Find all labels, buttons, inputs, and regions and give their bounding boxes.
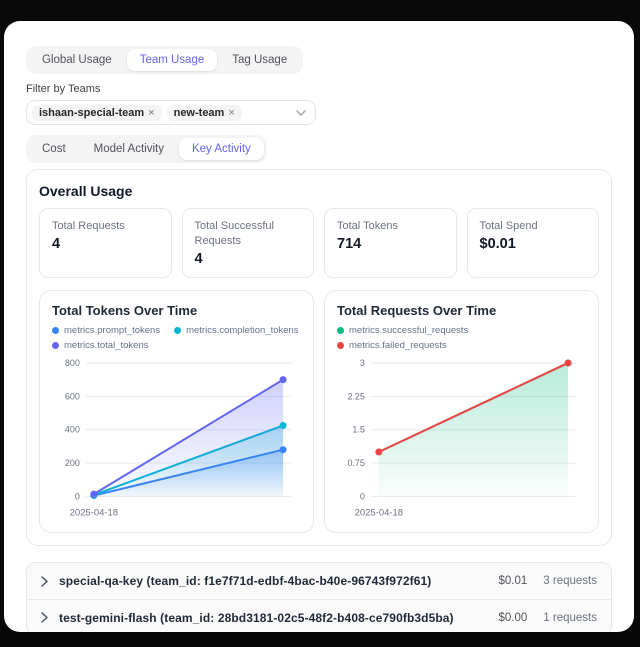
usage-dashboard-card: Global Usage Team Usage Tag Usage Filter… bbox=[4, 21, 634, 632]
chevron-right-icon[interactable] bbox=[41, 612, 48, 623]
overall-usage-panel: Overall Usage Total Requests 4 Total Suc… bbox=[26, 169, 612, 546]
tab-tag-usage[interactable]: Tag Usage bbox=[232, 54, 288, 66]
svg-text:2.25: 2.25 bbox=[347, 391, 364, 401]
legend-item: metrics.prompt_tokens bbox=[52, 325, 160, 336]
tokens-line-chart: 0 200 400 600 800 2025-04-18 bbox=[65, 358, 292, 518]
legend-item: metrics.successful_requests bbox=[337, 325, 468, 336]
tab-key-activity[interactable]: Key Activity bbox=[178, 138, 264, 160]
team-chip: new-team × bbox=[166, 104, 242, 121]
close-icon[interactable]: × bbox=[228, 106, 235, 119]
requests-over-time-chart-card: Total Requests Over Time metrics.success… bbox=[324, 289, 599, 533]
legend-label: metrics.failed_requests bbox=[349, 339, 447, 351]
series-dot-icon bbox=[52, 326, 59, 334]
legend-label: metrics.completion_tokens bbox=[186, 324, 299, 336]
stat-label: Total Requests bbox=[52, 220, 125, 232]
chevron-down-icon[interactable] bbox=[296, 109, 306, 116]
svg-text:600: 600 bbox=[65, 391, 80, 401]
requests-line-chart: 0 0.75 1.5 2.25 3 2025-04-18 bbox=[347, 358, 577, 518]
svg-text:400: 400 bbox=[65, 424, 80, 434]
legend-label: metrics.successful_requests bbox=[349, 324, 469, 336]
stat-value: 4 bbox=[194, 250, 203, 267]
key-spend: $0.00 bbox=[498, 611, 528, 624]
svg-text:2025-04-18: 2025-04-18 bbox=[355, 507, 403, 518]
tab-team-usage[interactable]: Team Usage bbox=[126, 49, 218, 71]
stat-total-requests: Total Requests 4 bbox=[39, 208, 172, 278]
legend-item: metrics.completion_tokens bbox=[174, 324, 299, 336]
key-row-test-gemini-flash[interactable]: test-gemini-flash (team_id: 28bd3181-02c… bbox=[27, 599, 611, 632]
key-label: test-gemini-flash (team_id: 28bd3181-02c… bbox=[59, 610, 454, 625]
chart-title: Total Requests Over Time bbox=[337, 302, 497, 318]
stat-value: 714 bbox=[337, 235, 362, 252]
tokens-over-time-chart-card: Total Tokens Over Time metrics.prompt_to… bbox=[39, 289, 314, 533]
charts-row: Total Tokens Over Time metrics.prompt_to… bbox=[39, 289, 599, 533]
stat-label: Total Successful Requests bbox=[194, 220, 274, 247]
key-spend: $0.01 bbox=[498, 575, 528, 587]
chart-legend: metrics.successful_requests metrics.fail… bbox=[337, 325, 588, 351]
svg-text:0: 0 bbox=[360, 491, 365, 501]
team-chip-label: ishaan-special-team bbox=[39, 106, 145, 119]
series-dot-icon bbox=[174, 326, 182, 334]
key-request-count: 3 requests bbox=[543, 575, 597, 587]
team-chip-label: new-team bbox=[173, 106, 225, 119]
activity-tabs: Cost Model Activity Key Activity bbox=[26, 135, 267, 163]
tab-global-usage[interactable]: Global Usage bbox=[42, 54, 112, 66]
stat-label: Total Spend bbox=[479, 220, 538, 232]
stat-value: 4 bbox=[52, 235, 61, 252]
svg-text:2025-04-18: 2025-04-18 bbox=[70, 507, 118, 518]
series-dot-icon bbox=[52, 341, 59, 349]
key-label: special-qa-key (team_id: f1e7f71d-edbf-4… bbox=[59, 574, 432, 588]
stat-total-tokens: Total Tokens 714 bbox=[324, 208, 457, 278]
stat-label: Total Tokens bbox=[337, 220, 398, 232]
svg-text:200: 200 bbox=[65, 458, 80, 468]
team-chip: ishaan-special-team × bbox=[32, 104, 162, 121]
series-dot-icon bbox=[337, 341, 344, 349]
chevron-right-icon[interactable] bbox=[41, 575, 48, 587]
svg-text:800: 800 bbox=[65, 358, 80, 368]
usage-scope-tabs: Global Usage Team Usage Tag Usage bbox=[26, 46, 304, 74]
keys-accordion-list: special-qa-key (team_id: f1e7f71d-edbf-4… bbox=[26, 562, 612, 632]
close-icon[interactable]: × bbox=[148, 106, 155, 119]
legend-item: metrics.failed_requests bbox=[337, 340, 447, 351]
svg-text:3: 3 bbox=[360, 358, 365, 368]
tab-cost[interactable]: Cost bbox=[42, 143, 66, 155]
svg-text:0: 0 bbox=[75, 491, 80, 501]
series-dot-icon bbox=[337, 326, 344, 334]
stat-value: $0.01 bbox=[479, 235, 516, 252]
chart-legend: metrics.prompt_tokens metrics.completion… bbox=[52, 325, 303, 351]
stat-total-spend: Total Spend $0.01 bbox=[466, 208, 599, 278]
legend-label: metrics.prompt_tokens bbox=[64, 324, 161, 336]
tab-model-activity[interactable]: Model Activity bbox=[93, 143, 164, 155]
legend-label: metrics.total_tokens bbox=[64, 339, 149, 351]
team-filter-select[interactable]: ishaan-special-team × new-team × bbox=[26, 100, 316, 125]
svg-text:1.5: 1.5 bbox=[352, 424, 364, 434]
svg-text:0.75: 0.75 bbox=[347, 458, 364, 468]
key-row-special-qa-key[interactable]: special-qa-key (team_id: f1e7f71d-edbf-4… bbox=[27, 563, 611, 599]
page-title: Overall Usage bbox=[39, 183, 133, 199]
stats-row: Total Requests 4 Total Successful Reques… bbox=[39, 208, 599, 278]
stat-total-successful-requests: Total Successful Requests 4 bbox=[181, 208, 314, 278]
legend-item: metrics.total_tokens bbox=[52, 340, 148, 351]
key-request-count: 1 requests bbox=[543, 611, 597, 624]
filter-by-teams-label: Filter by Teams bbox=[26, 83, 101, 95]
chart-title: Total Tokens Over Time bbox=[52, 302, 198, 318]
